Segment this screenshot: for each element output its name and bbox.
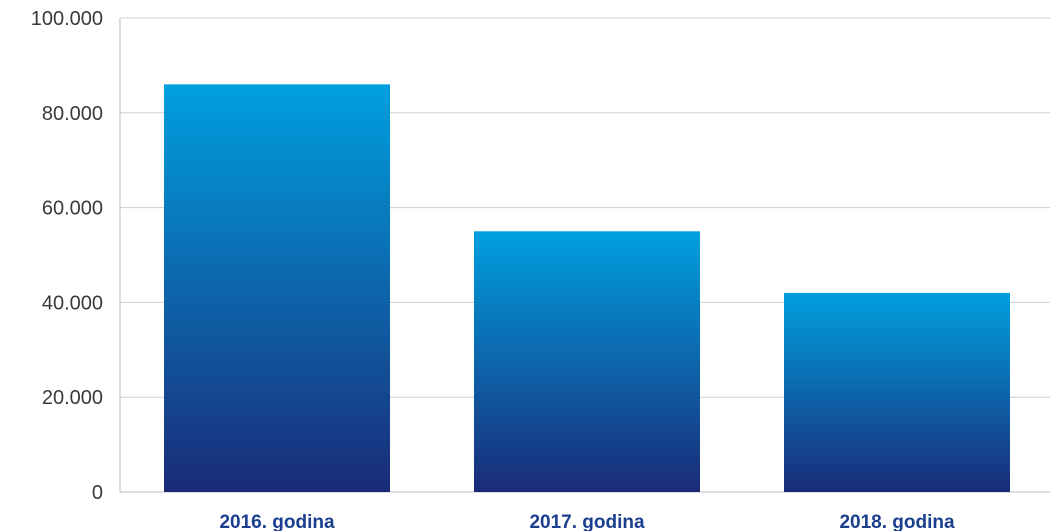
x-category-label: 2016. godina <box>219 512 335 531</box>
y-tick-label: 60.000 <box>42 198 103 220</box>
y-tick-label: 20.000 <box>42 387 103 409</box>
x-axis-category-labels: 2016. godina 2017. godina 2018. godina <box>219 512 955 531</box>
y-tick-label: 0 <box>92 482 103 504</box>
y-tick-label: 40.000 <box>42 292 103 314</box>
y-tick-label: 80.000 <box>42 103 103 125</box>
x-category-label: 2017. godina <box>529 512 645 531</box>
bar-2018-godina <box>784 292 1010 492</box>
y-tick-label: 100.000 <box>31 8 103 30</box>
y-axis-tick-labels: 0 20.000 40.000 60.000 80.000 100.000 <box>31 8 103 504</box>
bar-2016-godina <box>164 84 390 493</box>
bar-2017-godina <box>474 231 700 493</box>
x-category-label: 2018. godina <box>839 512 955 531</box>
bars <box>164 84 1010 493</box>
